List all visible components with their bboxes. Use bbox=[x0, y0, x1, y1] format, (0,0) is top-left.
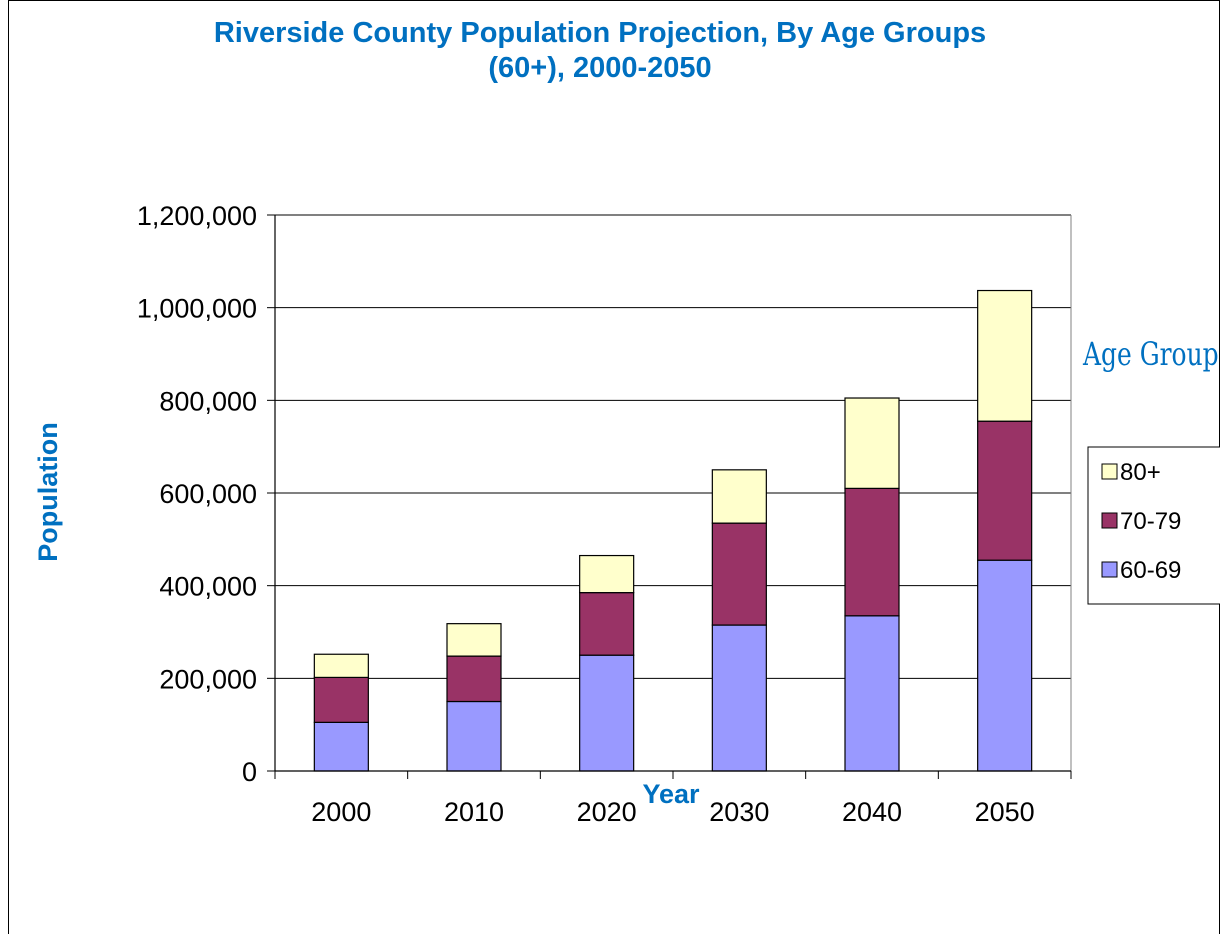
bar-60-69-2010 bbox=[446, 700, 502, 772]
y-axis-title: Population bbox=[33, 422, 63, 561]
bar-60-69-2000 bbox=[313, 721, 369, 772]
bar-70-79-2040 bbox=[844, 487, 900, 617]
legend-label-60-69: 60-69 bbox=[1120, 557, 1181, 584]
bar-70-79-2050 bbox=[977, 420, 1033, 561]
y-tick-label: 400,000 bbox=[159, 572, 257, 602]
x-tick-label: 2030 bbox=[709, 797, 769, 827]
x-tick-label: 2050 bbox=[975, 797, 1035, 827]
axes bbox=[267, 214, 1072, 779]
legend-swatch-60-69 bbox=[1101, 561, 1118, 578]
y-tick-label: 0 bbox=[242, 757, 257, 787]
y-tick-label: 200,000 bbox=[159, 664, 257, 694]
x-tick-label: 2020 bbox=[577, 797, 637, 827]
legend-swatch-70-79 bbox=[1101, 512, 1118, 529]
bar-60-69-2040 bbox=[844, 615, 900, 772]
gridlines bbox=[275, 214, 1072, 771]
bar-60-69-2050 bbox=[977, 559, 1033, 772]
chart-title: Riverside County Population Projection, … bbox=[213, 17, 987, 84]
x-tick-label: 2040 bbox=[842, 797, 902, 827]
y-tick-label: 600,000 bbox=[159, 479, 257, 509]
bar-60-69-2020 bbox=[579, 654, 635, 772]
bar-70-79-2030 bbox=[711, 522, 767, 626]
y-tick-label: 1,200,000 bbox=[137, 201, 257, 231]
bars bbox=[313, 289, 1033, 772]
bar-80+-2040 bbox=[844, 397, 900, 489]
bar-70-79-2020 bbox=[579, 592, 635, 656]
bar-80+-2030 bbox=[711, 469, 767, 524]
bar-70-79-2000 bbox=[313, 676, 369, 723]
bar-80+-2050 bbox=[977, 289, 1033, 422]
bar-60-69-2030 bbox=[711, 624, 767, 772]
x-tick-label: 2000 bbox=[311, 797, 371, 827]
tick-labels: 0 200,000 400,000 600,000 800,000 1,000,000 1,… bbox=[137, 201, 1035, 827]
bar-80+-2010 bbox=[446, 623, 502, 657]
legend-label-70-79: 70-79 bbox=[1120, 508, 1181, 535]
legend-label-80+: 80+ bbox=[1120, 459, 1161, 486]
bar-80+-2000 bbox=[313, 653, 369, 679]
bar-80+-2020 bbox=[579, 554, 635, 594]
bar-70-79-2010 bbox=[446, 655, 502, 703]
legend: 80+ 70-79 60-69 bbox=[1087, 446, 1220, 605]
x-tick-label: 2010 bbox=[444, 797, 504, 827]
y-tick-label: 1,000,000 bbox=[137, 294, 257, 324]
legend-swatch-80+ bbox=[1101, 463, 1118, 480]
y-tick-label: 800,000 bbox=[159, 386, 257, 416]
x-axis-title: Year bbox=[642, 779, 700, 809]
legend-title: Age Group bbox=[1082, 335, 1218, 373]
